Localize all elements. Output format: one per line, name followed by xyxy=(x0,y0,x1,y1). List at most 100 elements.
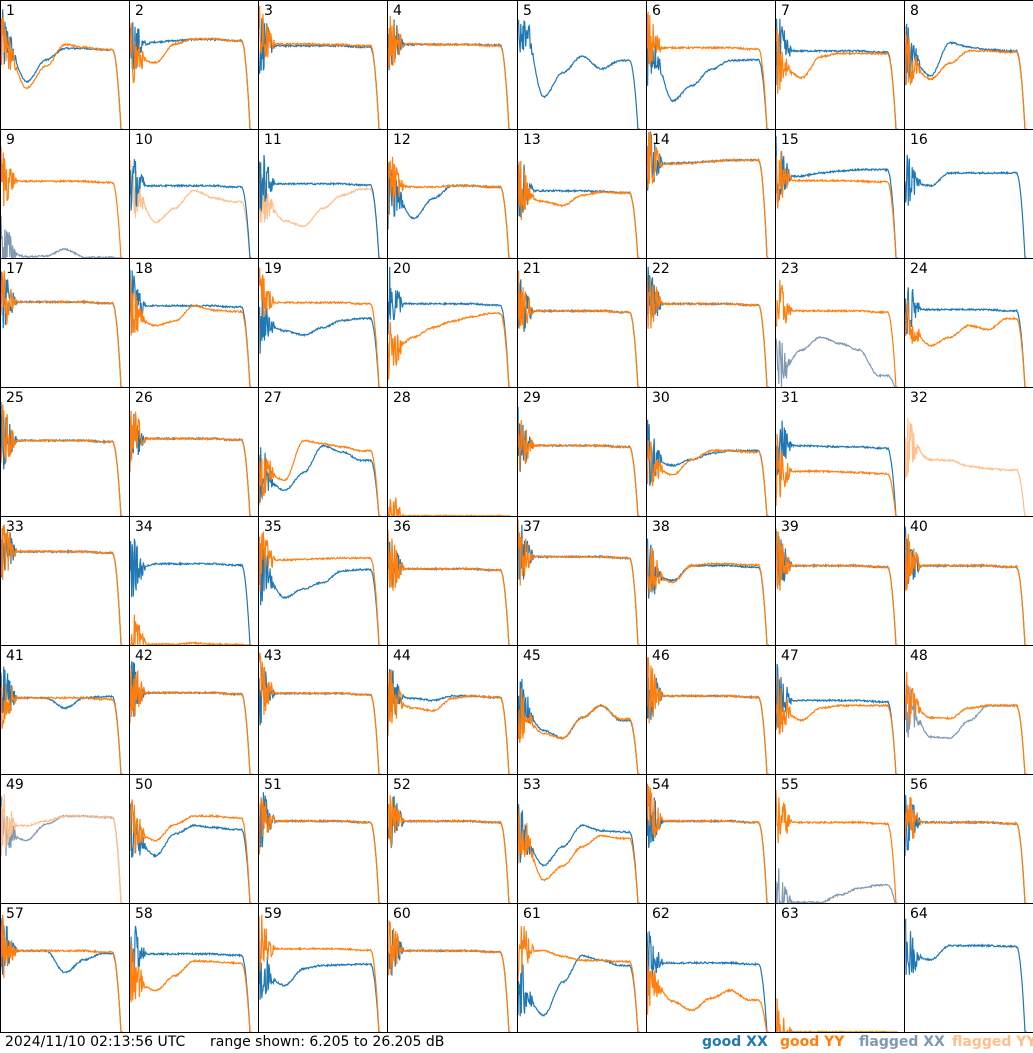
antenna-panel: 2 xyxy=(129,0,259,130)
antenna-panel: 25 xyxy=(0,387,130,517)
good-xx-series xyxy=(259,940,381,1032)
antenna-panel: 44 xyxy=(387,645,518,775)
antenna-panel: 28 xyxy=(387,387,518,517)
timestamp: 2024/11/10 02:13:56 UTC xyxy=(5,1034,186,1050)
antenna-panel: 22 xyxy=(646,258,776,388)
panel-label: 10 xyxy=(135,132,153,148)
panel-plot xyxy=(776,663,898,774)
good-yy-series xyxy=(776,790,898,903)
good-yy-series xyxy=(259,531,381,645)
antenna-panel: 62 xyxy=(646,903,776,1033)
panel-label: 63 xyxy=(781,906,799,922)
panel-plot xyxy=(1,914,123,1032)
antenna-panel: 4 xyxy=(387,0,518,130)
good-yy-series xyxy=(259,797,381,903)
good-yy-series xyxy=(130,614,252,645)
panel-label: 50 xyxy=(135,777,153,793)
good-xx-series xyxy=(518,678,640,774)
good-xx-series xyxy=(905,917,1027,1032)
panel-plot xyxy=(905,287,1027,387)
good-xx-series xyxy=(259,154,381,258)
good-yy-series xyxy=(518,160,640,258)
panel-label: 4 xyxy=(393,3,402,19)
good-xx-series xyxy=(776,135,898,258)
good-yy-series xyxy=(776,433,898,516)
panel-plot xyxy=(388,529,511,645)
panel-plot xyxy=(776,420,898,516)
good-yy-series xyxy=(388,311,511,387)
flagged-xx-series xyxy=(1,215,123,258)
panel-label: 25 xyxy=(6,390,24,406)
antenna-panel: 46 xyxy=(646,645,776,775)
good-yy-series xyxy=(388,920,511,1032)
panel-label: 9 xyxy=(6,132,15,148)
panel-plot xyxy=(518,925,640,1032)
panel-label: 30 xyxy=(652,390,670,406)
panel-plot xyxy=(259,531,381,645)
panel-plot xyxy=(259,792,381,903)
flagged-xx-series xyxy=(776,868,898,903)
good-yy-series xyxy=(518,520,640,645)
antenna-panel: 34 xyxy=(129,516,259,646)
antenna-panel: 9 xyxy=(0,129,130,259)
good-yy-series xyxy=(647,11,769,129)
panel-label: 35 xyxy=(264,519,282,535)
antenna-panel: 32 xyxy=(904,387,1033,517)
antenna-panel: 14 xyxy=(646,129,776,259)
panel-plot xyxy=(130,269,252,387)
panel-plot xyxy=(1,794,123,903)
antenna-panel: 27 xyxy=(258,387,388,517)
good-yy-series xyxy=(1,146,123,258)
good-yy-series xyxy=(647,131,769,258)
antenna-panel: 33 xyxy=(0,516,130,646)
antenna-panel: 17 xyxy=(0,258,130,388)
panel-label: 44 xyxy=(393,648,411,664)
good-yy-series xyxy=(518,270,640,387)
good-xx-series xyxy=(130,661,252,774)
panel-plot xyxy=(647,783,769,903)
flagged-yy-series xyxy=(259,173,381,258)
panel-label: 57 xyxy=(6,906,24,922)
good-yy-series xyxy=(259,652,381,774)
good-yy-series xyxy=(905,533,1027,645)
panel-plot xyxy=(647,538,769,645)
antenna-panel: 50 xyxy=(129,774,259,904)
good-yy-series xyxy=(259,914,381,1032)
panel-plot xyxy=(130,22,252,129)
panel-label: 34 xyxy=(135,519,153,535)
good-yy-series xyxy=(647,947,769,1032)
antenna-panel: 19 xyxy=(258,258,388,388)
panel-plot xyxy=(776,279,898,387)
panel-label: 18 xyxy=(135,261,153,277)
panel-label: 29 xyxy=(523,390,541,406)
good-xx-series xyxy=(905,526,1027,645)
panel-label: 52 xyxy=(393,777,411,793)
panel-label: 21 xyxy=(523,261,541,277)
panel-label: 7 xyxy=(781,3,790,19)
good-xx-series xyxy=(388,162,511,258)
panel-label: 47 xyxy=(781,648,799,664)
good-xx-series xyxy=(905,795,1027,903)
panel-plot xyxy=(776,998,898,1032)
panel-plot xyxy=(130,159,252,258)
panel-plot xyxy=(776,18,898,129)
antenna-panel: 61 xyxy=(517,903,647,1033)
good-yy-series xyxy=(1,17,123,129)
antenna-panel: 42 xyxy=(129,645,259,775)
panel-label: 20 xyxy=(393,261,411,277)
good-yy-series xyxy=(1,683,123,774)
panel-label: 54 xyxy=(652,777,670,793)
good-xx-series xyxy=(647,931,769,1032)
panel-label: 43 xyxy=(264,648,282,664)
panel-label: 41 xyxy=(6,648,24,664)
panel-label: 13 xyxy=(523,132,541,148)
antenna-panel: 11 xyxy=(258,129,388,259)
antenna-panel: 20 xyxy=(387,258,518,388)
antenna-panel: 7 xyxy=(775,0,905,130)
flagged-xx-series xyxy=(1,796,123,903)
flagged-yy-series xyxy=(1,794,123,903)
panel-plot xyxy=(1,666,123,774)
good-xx-series xyxy=(1,401,123,516)
legend-good-xx: good XX xyxy=(702,1034,768,1050)
panel-plot xyxy=(1,9,123,129)
